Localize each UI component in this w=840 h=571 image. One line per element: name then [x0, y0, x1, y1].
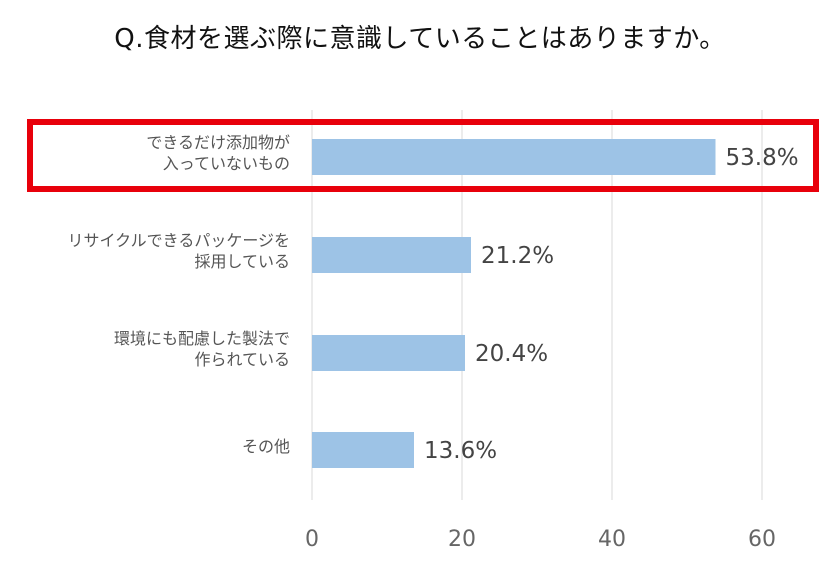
data-label: 53.8%: [726, 145, 799, 171]
category-label: リサイクルできるパッケージを 採用している: [67, 231, 290, 271]
bar: [312, 237, 471, 273]
bars: [312, 139, 716, 468]
x-tick-label: 60: [748, 527, 776, 552]
chart-title: Q.食材を選ぶ際に意識していることはありますか。: [114, 24, 726, 54]
data-label: 21.2%: [481, 243, 554, 269]
category-label: できるだけ添加物が 入っていないもの: [146, 133, 290, 173]
data-labels: 53.8% 21.2% 20.4% 13.6%: [424, 145, 799, 464]
bar: [312, 139, 716, 175]
x-tick-label: 20: [448, 527, 476, 552]
bar: [312, 432, 414, 468]
category-label: 環境にも配慮した製法で 作られている: [113, 329, 290, 369]
x-tick-labels: 0 20 40 60: [305, 527, 776, 552]
category-label: その他: [241, 436, 290, 456]
data-label: 13.6%: [424, 438, 497, 464]
highlight-frame: [27, 119, 819, 192]
x-tick-label: 0: [305, 527, 319, 552]
highlight-box: [27, 119, 819, 192]
x-tick-label: 40: [598, 527, 626, 552]
data-label: 20.4%: [475, 341, 548, 367]
bar: [312, 335, 465, 371]
